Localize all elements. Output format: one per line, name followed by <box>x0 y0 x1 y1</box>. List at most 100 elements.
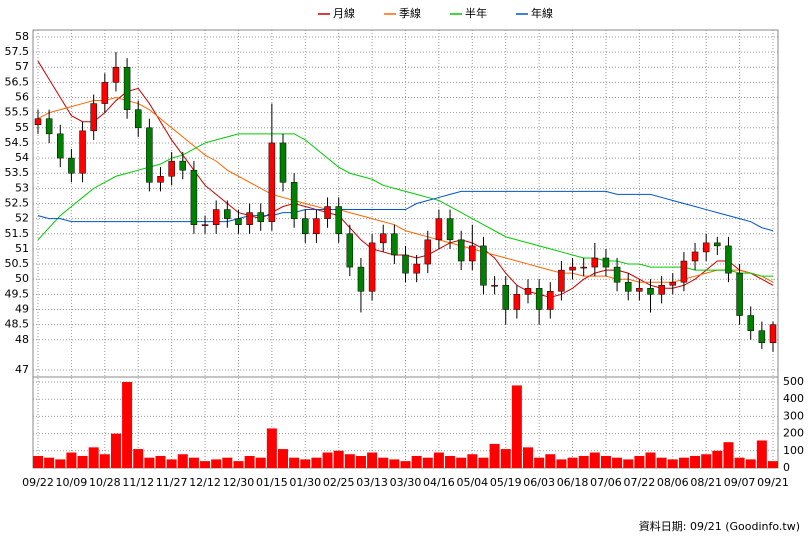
candle-body <box>313 218 320 235</box>
x-tick-label: 11/27 <box>156 476 188 489</box>
candle-body <box>602 257 610 268</box>
y-tick-label: 58 <box>15 30 29 43</box>
volume-bar <box>44 457 55 468</box>
y-tick-label: 51.5 <box>5 227 30 240</box>
candle-body <box>714 242 721 247</box>
candle-body <box>725 245 732 274</box>
volume-bar <box>578 455 589 468</box>
volume-bar <box>144 457 155 468</box>
x-tick-label: 01/30 <box>289 476 321 489</box>
y-tick-label: 50 <box>15 272 29 285</box>
x-tick-label: 04/16 <box>423 476 455 489</box>
candle-body <box>769 324 777 344</box>
y-tick-label: 54.5 <box>5 136 30 149</box>
x-tick-label: 09/21 <box>757 476 789 489</box>
volume-bar <box>244 455 255 468</box>
x-tick-label: 07/06 <box>590 476 622 489</box>
candle-body <box>424 239 432 265</box>
volume-bar <box>600 455 611 468</box>
y-tick-label: 56.5 <box>5 75 30 88</box>
volume-bar <box>110 433 121 468</box>
volume-bar <box>389 459 400 468</box>
volume-bar <box>545 454 556 468</box>
candle-body <box>90 103 97 132</box>
y-tick-label: 52 <box>15 212 29 225</box>
y-tick-label: 200 <box>783 427 804 440</box>
volume-bar <box>278 449 288 468</box>
x-tick-label: 02/25 <box>323 476 355 489</box>
y-tick-label: 500 <box>783 375 804 388</box>
y-tick-label: 49 <box>15 302 29 315</box>
volume-bar <box>166 459 177 468</box>
candle-body <box>491 285 498 287</box>
candle-body <box>246 212 253 225</box>
candle-body <box>402 254 409 274</box>
legend-label: 季線 <box>399 6 421 20</box>
y-tick-label: 53.5 <box>5 166 30 179</box>
y-tick-label: 100 <box>783 444 804 457</box>
candle-body <box>45 118 53 135</box>
candle-body <box>112 66 120 83</box>
y-tick-label: 47 <box>15 363 29 376</box>
ma-line <box>37 133 773 277</box>
candle-body <box>357 266 365 292</box>
volume-bar <box>333 450 344 468</box>
candle-body <box>758 330 766 344</box>
volume-bar <box>745 459 756 468</box>
candle-body <box>702 242 710 253</box>
volume-bar <box>656 457 667 468</box>
volume-bar <box>645 452 656 468</box>
volume-bar <box>155 455 166 468</box>
volume-bar <box>55 459 66 468</box>
candle-body <box>747 315 754 331</box>
x-tick-label: 06/18 <box>557 476 589 489</box>
y-tick-label: 55.5 <box>5 106 30 119</box>
volume-bar <box>433 452 444 468</box>
x-tick-label: 11/12 <box>122 476 154 489</box>
volume-bar <box>445 455 456 468</box>
y-tick-label: 54 <box>15 151 29 164</box>
legend-label: 年線 <box>531 6 553 20</box>
candle-body <box>524 288 532 295</box>
candle-body <box>502 285 509 310</box>
candle-body <box>636 288 643 292</box>
candle-body <box>79 130 86 174</box>
volume-bar <box>77 455 88 468</box>
volume-bar <box>489 443 500 468</box>
x-tick-label: 09/07 <box>724 476 756 489</box>
volume-bar <box>177 454 188 468</box>
candle-body <box>391 233 398 256</box>
candle-body <box>101 82 109 104</box>
y-tick-label: 0 <box>783 461 790 474</box>
candle-body <box>57 133 64 159</box>
candle-body <box>469 245 476 262</box>
candle-body <box>535 288 543 310</box>
candle-body <box>457 239 465 262</box>
candle-body <box>379 233 387 244</box>
candle-body <box>647 288 654 295</box>
y-tick-label: 57.5 <box>5 45 30 58</box>
candle-body <box>624 281 632 292</box>
y-tick-label: 400 <box>783 392 804 405</box>
candle-body <box>146 127 153 183</box>
candle-body <box>123 66 131 110</box>
volume-bar <box>33 455 43 468</box>
candle-body <box>302 218 309 235</box>
candle-body <box>613 266 621 283</box>
candle-body <box>190 169 198 225</box>
volume-bar <box>634 455 645 468</box>
candle-body <box>34 118 42 126</box>
volume-bar <box>344 454 355 468</box>
y-tick-label: 49.5 <box>5 287 30 300</box>
volume-bar <box>367 452 378 468</box>
candle-body <box>435 218 443 241</box>
x-tick-label: 09/22 <box>22 476 54 489</box>
x-tick-label: 12/30 <box>223 476 255 489</box>
volume-bar <box>701 454 712 468</box>
volume-bar <box>355 455 366 468</box>
candle-body <box>235 218 242 225</box>
candle-body <box>480 245 487 286</box>
volume-bar <box>478 457 489 468</box>
source-note: 資料日期: 09/21 (Goodinfo.tw) <box>639 519 800 533</box>
volume-bar <box>768 461 778 468</box>
